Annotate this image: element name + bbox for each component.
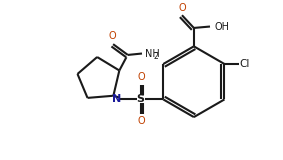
Text: OH: OH xyxy=(214,22,229,32)
Text: O: O xyxy=(109,31,116,41)
Text: O: O xyxy=(178,3,186,13)
Text: O: O xyxy=(138,116,145,126)
Text: Cl: Cl xyxy=(239,59,250,69)
Text: NH: NH xyxy=(145,48,160,59)
Text: 2: 2 xyxy=(154,52,158,61)
Text: N: N xyxy=(112,94,121,104)
Text: S: S xyxy=(137,94,145,104)
Text: O: O xyxy=(138,72,145,82)
